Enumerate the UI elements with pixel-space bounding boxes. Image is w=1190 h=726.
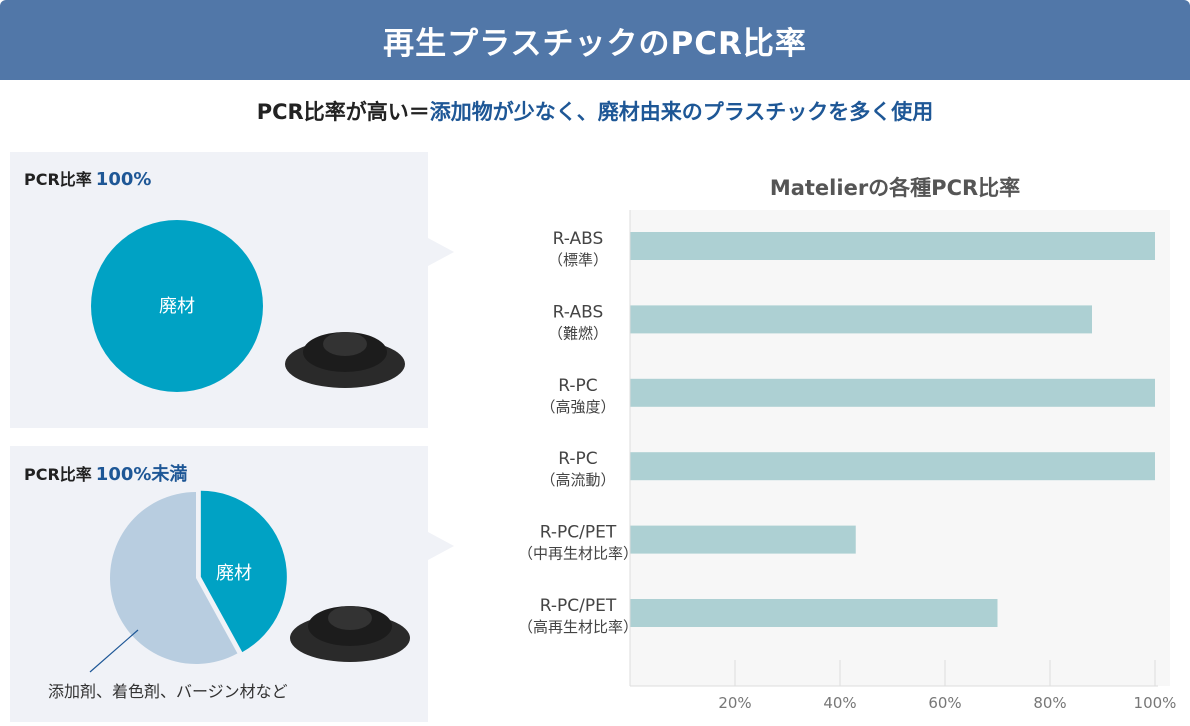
panel-pointer-1 <box>428 238 454 266</box>
chart-title: Matelierの各種PCR比率 <box>769 176 1021 200</box>
panel-pcr-100-title: PCR比率 100% <box>24 166 151 190</box>
x-tick-label: 100% <box>1134 694 1177 712</box>
pie-chart-full: 廃材 <box>91 220 263 392</box>
pcr-value: 100%未満 <box>95 464 188 485</box>
subtitle-highlight: 添加物が少なく、廃材由来のプラスチックを多く使用 <box>429 100 934 124</box>
bar <box>630 599 998 627</box>
category-label: R-ABS <box>553 302 604 322</box>
x-tick-label: 60% <box>928 694 961 712</box>
pie-slice-waste <box>200 490 287 653</box>
subtitle-prefix: PCR比率が高い＝ <box>256 100 430 124</box>
pie-label-waste: 廃材 <box>159 296 195 317</box>
pellets-image <box>290 606 410 662</box>
bar <box>630 378 1155 407</box>
panel-pcr-under-title: PCR比率 100%未満 <box>24 460 187 486</box>
other-materials-label: 添加剤、着色剤、バージン材など <box>48 682 288 701</box>
pcr-label: PCR比率 <box>24 170 92 189</box>
category-label: R-PC <box>558 449 597 469</box>
category-sublabel: （高強度） <box>540 398 615 416</box>
header-bar: 再生プラスチックのPCR比率 <box>0 0 1190 80</box>
panel-pcr-under-100: PCR比率 100%未満 廃材 添加剤、着色剤、バージン材など <box>10 446 428 722</box>
category-label: R-PC/PET <box>540 523 617 543</box>
x-tick-label: 40% <box>823 694 856 712</box>
pcr-label: PCR比率 <box>24 465 92 484</box>
panel-pointer-2 <box>428 532 454 560</box>
leader-line <box>89 629 139 673</box>
category-sublabel: （難燃） <box>548 324 608 342</box>
x-tick-label: 80% <box>1033 694 1066 712</box>
category-sublabel: （高流動） <box>540 471 615 489</box>
bar <box>630 305 1092 334</box>
subtitle: PCR比率が高い＝添加物が少なく、廃材由来のプラスチックを多く使用 <box>0 96 1190 126</box>
bar <box>630 232 1155 260</box>
x-tick-label: 20% <box>718 694 751 712</box>
category-sublabel: （標準） <box>548 251 608 269</box>
category-sublabel: （中再生材比率） <box>518 545 638 563</box>
pie-slice-other <box>109 492 238 664</box>
category-label: R-PC <box>558 376 597 396</box>
category-label: R-PC/PET <box>540 596 617 616</box>
bar-chart: R-ABS （標準） R-ABS （難燃） R-PC （高強度） R-PC （高流動） R-PC… <box>518 210 1177 712</box>
page-title: 再生プラスチックのPCR比率 <box>383 25 807 62</box>
panel-pcr-100: PCR比率 100% 廃材 <box>10 152 428 428</box>
pie-slice-waste <box>91 220 263 392</box>
category-label: R-ABS <box>553 229 604 249</box>
bar <box>630 452 1155 481</box>
pcr-value: 100% <box>95 169 152 190</box>
pie-chart-partial: 廃材 <box>89 490 287 673</box>
category-sublabel: （高再生材比率） <box>518 618 638 636</box>
pellets-image <box>285 332 405 388</box>
pie-label-waste: 廃材 <box>216 563 252 584</box>
bar <box>630 525 856 554</box>
